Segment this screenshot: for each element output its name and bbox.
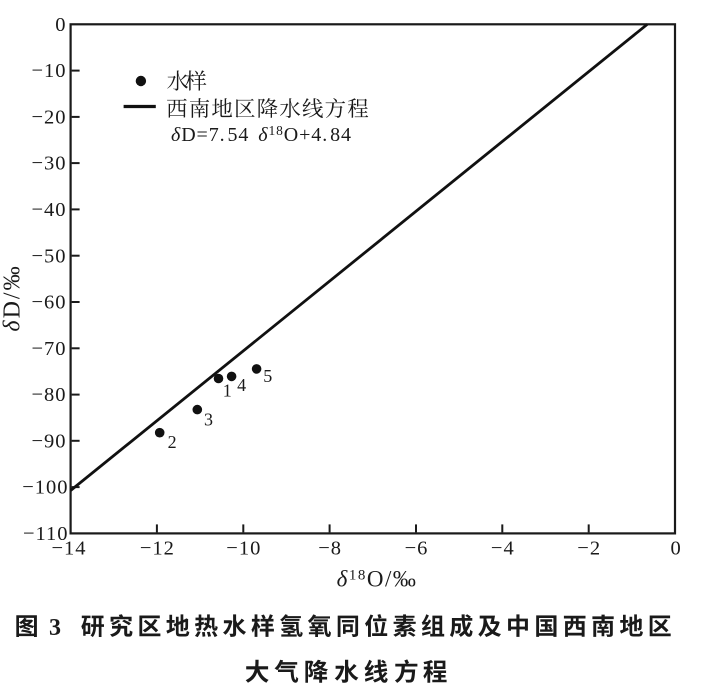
svg-text:−20: −20	[31, 107, 66, 129]
svg-text:2: 2	[168, 432, 177, 452]
svg-text:3: 3	[204, 410, 213, 430]
svg-text:−12: −12	[140, 538, 175, 560]
svg-text:0: 0	[55, 14, 66, 36]
svg-text:−14: −14	[51, 538, 86, 560]
svg-text:−70: −70	[31, 338, 66, 360]
svg-text:−90: −90	[31, 430, 66, 452]
svg-text:0: 0	[670, 538, 681, 560]
svg-text:−30: −30	[31, 153, 66, 175]
svg-text:δ18O/‰: δ18O/‰	[337, 567, 418, 592]
svg-text:−4: −4	[491, 538, 515, 560]
svg-text:δD/‰: δD/‰	[0, 264, 26, 331]
svg-text:−6: −6	[405, 538, 429, 560]
svg-text:−2: −2	[577, 538, 601, 560]
svg-text:−8: −8	[318, 538, 342, 560]
svg-text:δD=7.54 δ18O+4.84: δD=7. 54 δ18O+4. 84	[171, 123, 352, 146]
svg-text:−40: −40	[31, 199, 66, 221]
svg-text:−10: −10	[226, 538, 261, 560]
svg-text:3: 3	[49, 615, 61, 641]
svg-text:−80: −80	[31, 384, 66, 406]
svg-text:−100: −100	[22, 477, 68, 499]
svg-text:5: 5	[263, 366, 272, 386]
svg-text:4: 4	[237, 375, 246, 395]
svg-text:−50: −50	[31, 245, 66, 267]
svg-text:−110: −110	[23, 523, 69, 545]
svg-text:−60: −60	[31, 292, 66, 314]
svg-text:1: 1	[223, 381, 232, 401]
svg-text:−10: −10	[31, 60, 66, 82]
